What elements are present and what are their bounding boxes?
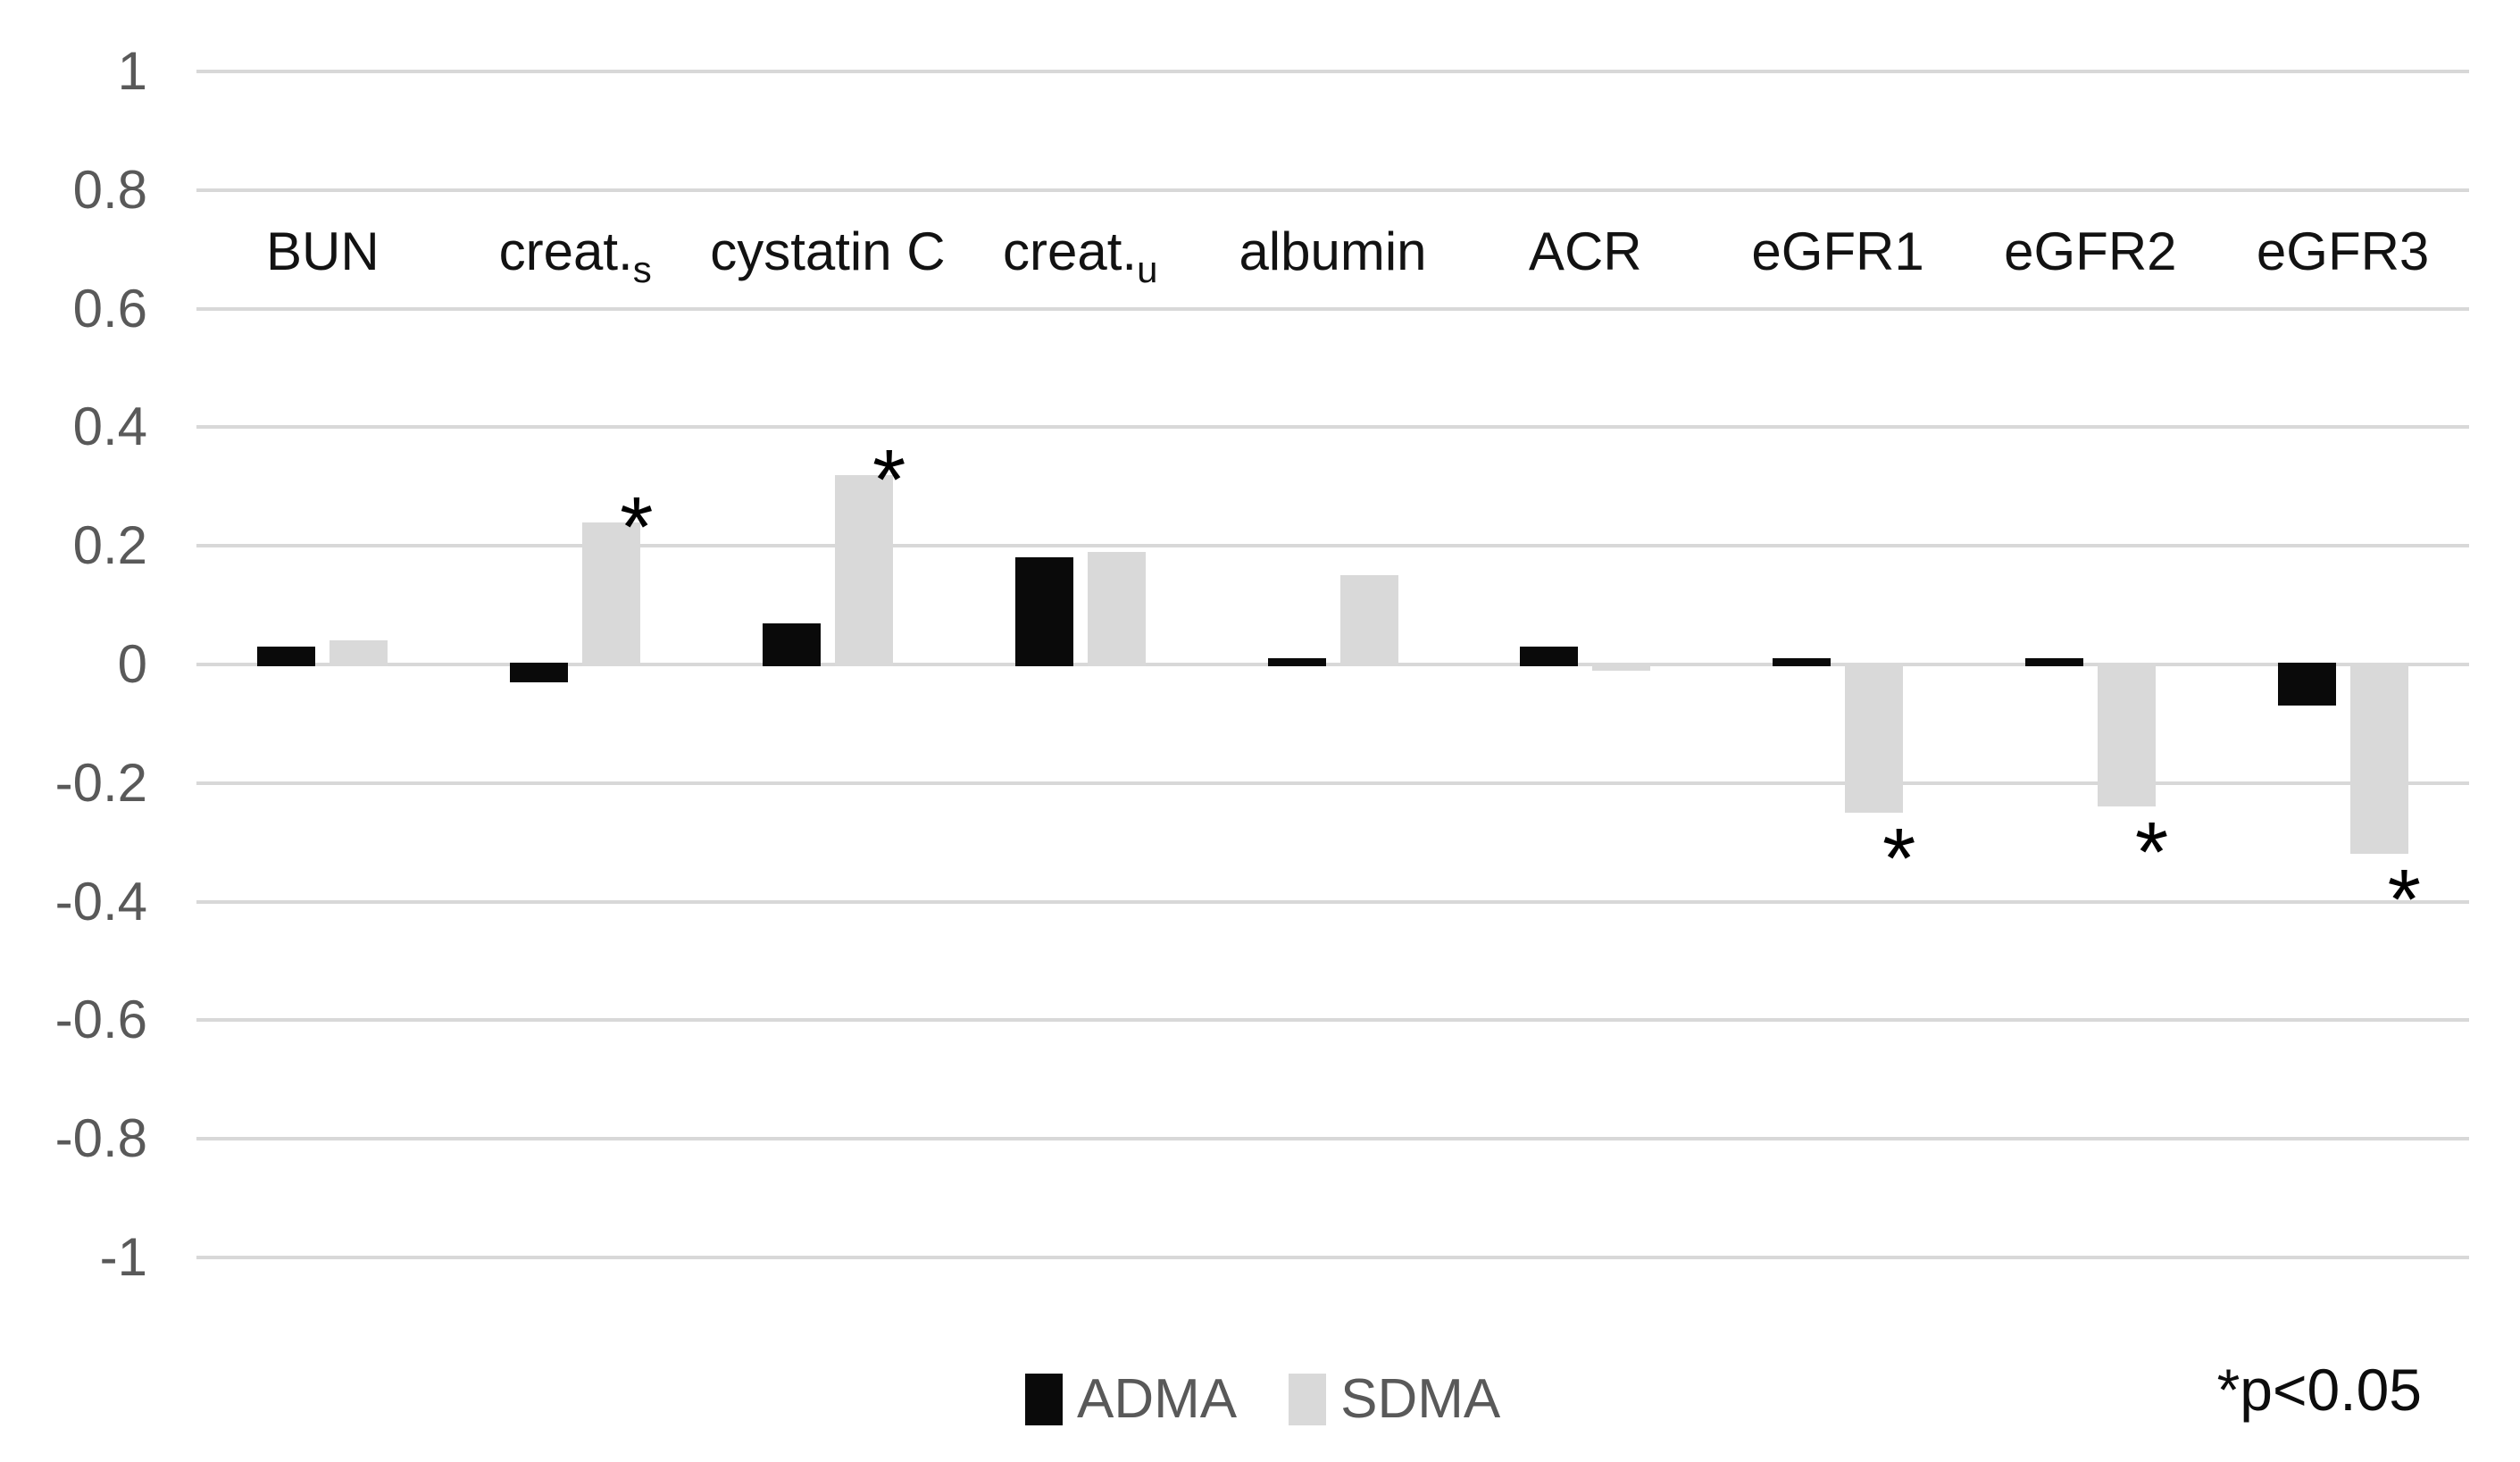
bar-sdma-egfr1 bbox=[1845, 663, 1904, 813]
significance-note: *p<0.05 bbox=[2216, 1357, 2422, 1423]
category-label-creats: creat.s bbox=[498, 221, 652, 290]
gridline-0.4 bbox=[196, 425, 2469, 430]
legend-item-adma: ADMA bbox=[1025, 1368, 1237, 1431]
bar-sdma-albumin bbox=[1339, 575, 1398, 666]
y-axis-tick--0.2: -0.2 bbox=[54, 752, 147, 813]
gridline--1 bbox=[196, 1256, 2469, 1259]
y-axis-tick-0.8: 0.8 bbox=[72, 159, 147, 220]
significance-asterisk-sdma-egfr2: * bbox=[2134, 805, 2169, 901]
gridline--0.6 bbox=[196, 1018, 2469, 1023]
y-axis-tick--0.6: -0.6 bbox=[54, 990, 147, 1050]
y-axis-tick-0.4: 0.4 bbox=[72, 397, 147, 457]
bar-adma-acr bbox=[1520, 647, 1579, 666]
bar-sdma-creatu bbox=[1087, 551, 1146, 666]
y-axis-tick--0.8: -0.8 bbox=[54, 1108, 147, 1169]
legend-swatch-adma bbox=[1025, 1374, 1063, 1425]
gridline--0.8 bbox=[196, 1137, 2469, 1141]
legend-item-sdma: SDMA bbox=[1289, 1368, 1500, 1431]
category-label-albumin: albumin bbox=[1239, 221, 1427, 281]
bar-sdma-acr bbox=[1592, 663, 1651, 671]
gridline-0 bbox=[196, 663, 2469, 666]
category-label-cystatinc: cystatin C bbox=[710, 221, 946, 281]
bar-sdma-creats bbox=[582, 522, 641, 666]
bar-adma-cystatinc bbox=[762, 622, 821, 666]
significance-asterisk-sdma-cystatinc: * bbox=[872, 431, 906, 528]
gridline-0.6 bbox=[196, 306, 2469, 311]
category-label-egfr1: eGFR1 bbox=[1751, 221, 1924, 281]
bar-sdma-egfr3 bbox=[2349, 663, 2408, 855]
gridline-0.2 bbox=[196, 544, 2469, 548]
gridline--0.2 bbox=[196, 781, 2469, 785]
bar-adma-egfr3 bbox=[2277, 663, 2336, 706]
legend-label-sdma: SDMA bbox=[1340, 1368, 1501, 1430]
chart-legend: ADMA SDMA bbox=[1025, 1368, 1500, 1431]
y-axis-tick--0.4: -0.4 bbox=[54, 871, 147, 932]
gridline-1 bbox=[196, 70, 2469, 73]
y-axis-tick-0: 0 bbox=[117, 634, 147, 694]
significance-asterisk-sdma-creats: * bbox=[620, 479, 654, 575]
legend-label-adma: ADMA bbox=[1077, 1368, 1238, 1430]
y-axis-tick--1: -1 bbox=[99, 1227, 147, 1287]
category-label-bun: BUN bbox=[266, 221, 380, 281]
category-label-egfr2: eGFR2 bbox=[2004, 221, 2177, 281]
bar-adma-egfr1 bbox=[1773, 658, 1832, 666]
category-label-creatu: creat.u bbox=[1003, 221, 1158, 290]
bar-sdma-cystatinc bbox=[834, 474, 893, 666]
bar-sdma-egfr2 bbox=[2097, 663, 2156, 807]
category-label-acr: ACR bbox=[1528, 221, 1642, 281]
bar-adma-egfr2 bbox=[2024, 658, 2083, 666]
y-axis-tick-0.6: 0.6 bbox=[72, 278, 147, 338]
category-label-egfr3: eGFR3 bbox=[2256, 221, 2430, 281]
bar-adma-creats bbox=[510, 663, 569, 682]
gridline-0.8 bbox=[196, 188, 2469, 192]
significance-asterisk-sdma-egfr3: * bbox=[2387, 852, 2421, 948]
gridline--0.4 bbox=[196, 899, 2469, 904]
legend-swatch-sdma bbox=[1289, 1374, 1327, 1425]
y-axis-tick-1: 1 bbox=[117, 41, 147, 101]
bar-adma-creatu bbox=[1014, 557, 1073, 666]
bar-adma-albumin bbox=[1267, 658, 1326, 666]
bar-adma-bun bbox=[257, 647, 316, 666]
significance-asterisk-sdma-egfr1: * bbox=[1882, 811, 1916, 906]
bar-sdma-bun bbox=[330, 640, 388, 666]
y-axis-tick-0.2: 0.2 bbox=[72, 515, 147, 576]
